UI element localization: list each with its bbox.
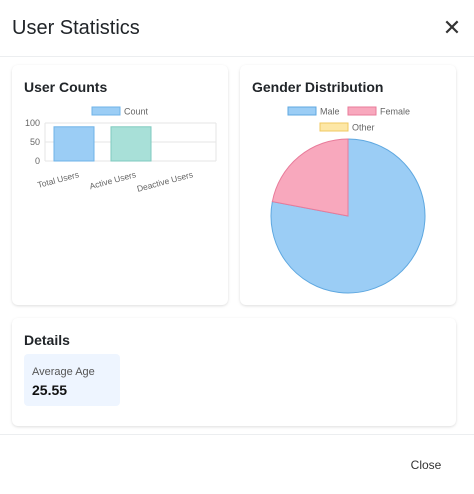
bar-xtick-label: Deactive Users [136,169,194,194]
legend-swatch-male [287,106,317,116]
bar-ytick-label: 100 [25,118,40,128]
modal-header: User Statistics ✕ [0,0,474,57]
details-title: Details [24,332,70,348]
average-age-stat: Average Age 25.55 [24,354,120,406]
bar-xtick-label: Active Users [88,169,137,191]
user-counts-card: User Counts Count 0 50 100 Total Users Active… [12,65,228,305]
details-card: Details Average Age 25.55 [12,318,456,426]
bar-active-users [110,126,152,162]
gender-distribution-card: Gender Distribution Male Female Other [240,65,456,305]
average-age-label: Average Age [32,366,95,378]
pie-slice-male [270,138,426,294]
close-icon[interactable]: ✕ [442,15,462,40]
legend-label-male: Male [320,107,340,117]
bar-total-users [53,126,95,162]
gender-distribution-title: Gender Distribution [252,79,384,95]
legend-label-other: Other [352,123,375,133]
bar-xtick-label: Total Users [36,169,80,190]
legend-swatch-count [91,106,121,116]
bar-ytick-label: 0 [35,156,40,166]
gender-distribution-chart: Male Female Other [270,106,426,294]
legend-swatch-female [347,106,377,116]
modal-title: User Statistics [12,17,140,39]
bar-ytick-label: 50 [30,137,40,147]
modal-footer: Close [0,434,474,494]
user-counts-chart: Count 0 50 100 Total Users Active UsersDeacti… [25,106,217,194]
close-button[interactable]: Close [398,453,454,477]
average-age-value: 25.55 [32,382,68,398]
legend-swatch-other [319,122,349,132]
legend-label-female: Female [380,107,410,117]
user-counts-title: User Counts [24,79,108,95]
pie-slice-female [271,138,349,217]
bar-legend: Count [91,106,149,117]
legend-label-count: Count [124,107,149,117]
